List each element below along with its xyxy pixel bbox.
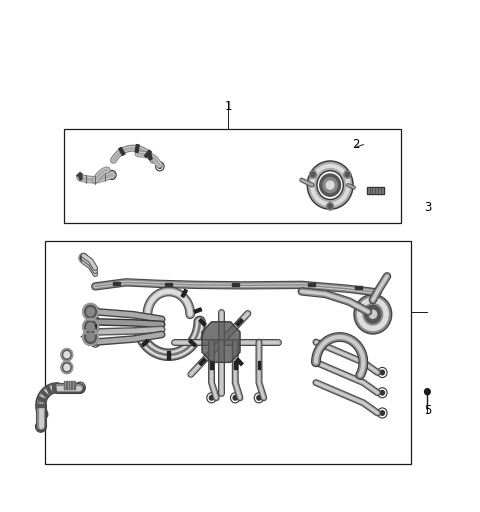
Bar — [63, 381, 75, 389]
Circle shape — [326, 181, 334, 189]
Polygon shape — [199, 318, 206, 326]
Bar — [46, 241, 411, 464]
Circle shape — [380, 370, 384, 375]
Circle shape — [61, 349, 72, 361]
Polygon shape — [52, 384, 57, 392]
Circle shape — [424, 389, 430, 395]
Polygon shape — [135, 144, 139, 153]
Circle shape — [93, 340, 97, 345]
Circle shape — [78, 385, 83, 390]
Circle shape — [83, 304, 98, 320]
Circle shape — [380, 391, 384, 395]
Polygon shape — [181, 289, 187, 297]
Text: 2: 2 — [352, 138, 360, 151]
Circle shape — [380, 411, 384, 415]
Polygon shape — [234, 361, 237, 369]
Bar — [367, 186, 384, 194]
Text: 3: 3 — [424, 201, 431, 215]
Text: 1: 1 — [224, 100, 232, 113]
Polygon shape — [46, 386, 52, 394]
Polygon shape — [38, 397, 46, 402]
Polygon shape — [76, 173, 82, 181]
Polygon shape — [236, 318, 243, 326]
Circle shape — [61, 361, 72, 373]
Polygon shape — [189, 339, 196, 347]
Polygon shape — [194, 308, 202, 313]
Circle shape — [257, 396, 261, 400]
Polygon shape — [113, 282, 120, 285]
Circle shape — [344, 171, 351, 178]
Polygon shape — [236, 358, 243, 366]
Polygon shape — [165, 283, 172, 286]
Circle shape — [83, 319, 98, 335]
Circle shape — [110, 173, 114, 177]
Circle shape — [64, 352, 70, 358]
Circle shape — [64, 365, 70, 371]
Circle shape — [310, 171, 316, 178]
Polygon shape — [147, 152, 152, 160]
Circle shape — [323, 178, 337, 193]
Circle shape — [366, 307, 380, 322]
Circle shape — [87, 308, 95, 316]
Circle shape — [233, 396, 238, 400]
Circle shape — [369, 310, 377, 318]
Polygon shape — [258, 361, 261, 369]
Circle shape — [93, 309, 97, 314]
Polygon shape — [41, 391, 48, 398]
Polygon shape — [119, 147, 125, 156]
Circle shape — [83, 329, 98, 345]
Circle shape — [93, 319, 97, 324]
Circle shape — [79, 253, 88, 263]
Circle shape — [87, 323, 95, 331]
Circle shape — [209, 396, 214, 400]
Polygon shape — [142, 339, 149, 347]
Polygon shape — [308, 283, 315, 286]
Polygon shape — [210, 361, 213, 369]
Bar — [367, 186, 384, 194]
Bar — [64, 130, 401, 223]
Circle shape — [93, 330, 97, 334]
Circle shape — [158, 164, 162, 168]
Circle shape — [320, 174, 341, 196]
Polygon shape — [202, 322, 240, 362]
Text: 4: 4 — [92, 323, 99, 336]
Polygon shape — [232, 283, 239, 286]
Text: 5: 5 — [424, 404, 431, 417]
Circle shape — [87, 333, 95, 341]
Polygon shape — [144, 150, 151, 158]
Polygon shape — [37, 404, 44, 407]
Circle shape — [38, 424, 43, 429]
Polygon shape — [355, 286, 362, 289]
Polygon shape — [168, 351, 170, 358]
Polygon shape — [199, 358, 206, 366]
Circle shape — [327, 203, 334, 210]
